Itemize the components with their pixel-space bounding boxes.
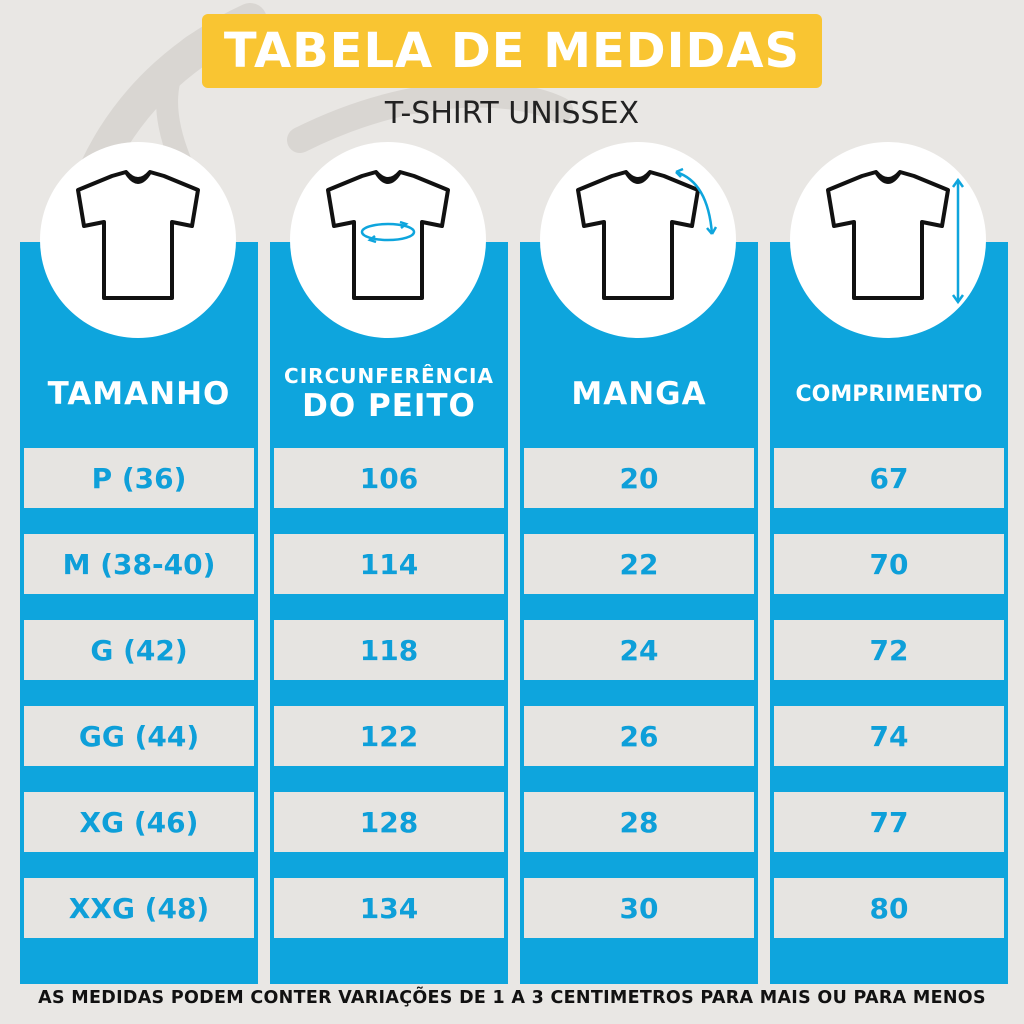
page-subtitle: T-SHIRT UNISSEX xyxy=(384,96,640,131)
table-cell: 106 xyxy=(274,448,504,508)
table-cell: 134 xyxy=(274,878,504,938)
tshirt-length-measure-icon xyxy=(826,170,965,305)
table-cell: XXG (48) xyxy=(24,878,254,938)
table-cell: 114 xyxy=(274,534,504,594)
title-banner: TABELA DE MEDIDAS xyxy=(202,14,822,88)
table-cell: G (42) xyxy=(24,620,254,680)
tshirt-sleeve-measure-icon xyxy=(576,167,718,300)
tshirt-chest-measure-icon xyxy=(326,170,450,300)
table-cell: M (38-40) xyxy=(24,534,254,594)
column-manga: MANGA 20 22 24 26 28 30 xyxy=(520,242,758,984)
footer-disclaimer: AS MEDIDAS PODEM CONTER VARIAÇÕES DE 1 A… xyxy=(38,988,986,1008)
table-cell: P (36) xyxy=(24,448,254,508)
header-label-line1: CIRCUNFERÊNCIA xyxy=(284,364,494,388)
tshirt-icon xyxy=(76,170,200,300)
table-cell: 26 xyxy=(524,706,754,766)
table-cell: 128 xyxy=(274,792,504,852)
table-cell: 28 xyxy=(524,792,754,852)
table-cell: 122 xyxy=(274,706,504,766)
table-cell: 67 xyxy=(774,448,1004,508)
column-circunferencia: CIRCUNFERÊNCIA DO PEITO 106 114 118 122 … xyxy=(270,242,508,984)
column-header: CIRCUNFERÊNCIA DO PEITO xyxy=(270,342,508,446)
tshirt-length-measure-icon-circle xyxy=(790,142,986,338)
table-cell: 22 xyxy=(524,534,754,594)
header-label-line2: DO PEITO xyxy=(302,388,476,424)
header-label: COMPRIMENTO xyxy=(795,381,983,407)
column-comprimento: COMPRIMENTO 67 70 72 74 77 80 xyxy=(770,242,1008,984)
table-cell: 118 xyxy=(274,620,504,680)
column-header: TAMANHO xyxy=(20,342,258,446)
column-header: COMPRIMENTO xyxy=(770,342,1008,446)
table-cell: 74 xyxy=(774,706,1004,766)
table-cell: 30 xyxy=(524,878,754,938)
header-label: TAMANHO xyxy=(47,376,231,412)
column-tamanho: TAMANHO P (36) M (38-40) G (42) GG (44) … xyxy=(20,242,258,984)
table-cell: 24 xyxy=(524,620,754,680)
page-title: TABELA DE MEDIDAS xyxy=(223,23,801,79)
column-header: MANGA xyxy=(520,342,758,446)
tshirt-chest-measure-icon-circle xyxy=(290,142,486,338)
tshirt-icon-circle xyxy=(40,142,236,338)
table-cell: 20 xyxy=(524,448,754,508)
header-label: MANGA xyxy=(571,376,707,412)
table-cell: GG (44) xyxy=(24,706,254,766)
tshirt-sleeve-measure-icon-circle xyxy=(540,142,736,338)
table-cell: 72 xyxy=(774,620,1004,680)
table-cell: 70 xyxy=(774,534,1004,594)
table-cell: 77 xyxy=(774,792,1004,852)
table-cell: 80 xyxy=(774,878,1004,938)
table-cell: XG (46) xyxy=(24,792,254,852)
